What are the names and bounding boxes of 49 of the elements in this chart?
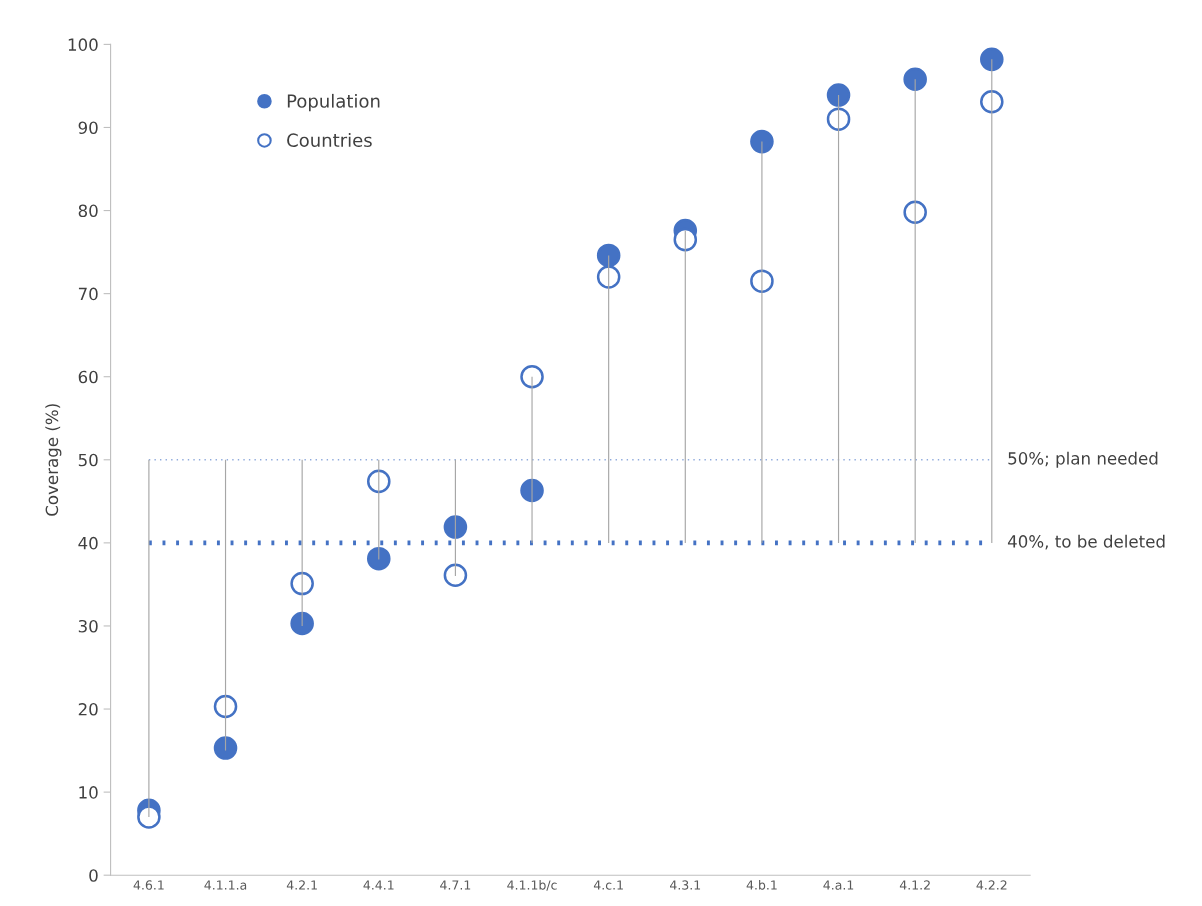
x-tick-label: 4.6.1 — [133, 880, 164, 890]
point — [596, 243, 621, 268]
point — [290, 611, 314, 636]
x-tick-label: 4.4.1 — [363, 880, 394, 890]
point — [826, 107, 851, 131]
point — [137, 805, 161, 829]
point — [980, 47, 1004, 72]
legend-label: Countries — [287, 133, 372, 147]
point — [903, 67, 927, 92]
point — [443, 515, 468, 539]
y-tick-label: 50 — [78, 453, 98, 467]
point — [750, 129, 774, 154]
y-tick-label: 0 — [89, 869, 98, 882]
y-tick-label: 90 — [78, 121, 98, 135]
point — [980, 89, 1004, 114]
x-tick-label: 4.2.2 — [976, 880, 1007, 890]
y-tick-label: 30 — [78, 619, 98, 633]
x-tick-label: 4.1.2 — [899, 880, 930, 890]
x-tick-label: 4.3.1 — [670, 880, 701, 890]
point — [443, 563, 468, 588]
legend-label: Population — [287, 93, 380, 112]
point — [213, 736, 238, 760]
y-tick-label: 100 — [68, 38, 98, 51]
x-tick-label: 4.c.1 — [593, 880, 623, 890]
y-tick-label: 20 — [78, 703, 98, 716]
point — [750, 269, 774, 293]
x-tick-label: 4.1.1b/c — [507, 880, 557, 891]
x-tick-label: 4.b.1 — [746, 880, 777, 890]
point — [520, 364, 544, 389]
point — [903, 200, 927, 224]
y-axis-title: Coverage (%) — [45, 404, 62, 516]
y-tick-label: 60 — [78, 370, 98, 384]
point — [367, 546, 391, 571]
y-tick-label: 80 — [78, 204, 98, 218]
point — [596, 265, 621, 289]
point — [826, 83, 851, 107]
y-tick-label: 40 — [78, 536, 98, 550]
x-tick-label: 4.7.1 — [440, 880, 471, 890]
x-tick-label: 4.a.1 — [823, 880, 854, 890]
point — [213, 694, 238, 719]
x-tick-label: 4.2.1 — [286, 880, 317, 890]
point — [290, 571, 314, 596]
y-tick-label: 70 — [78, 287, 98, 301]
ref-line-label: 40%, to be deleted — [1007, 534, 1165, 550]
ref-line-label: 50%; plan needed — [1008, 451, 1158, 468]
y-tick-label: 10 — [79, 786, 98, 799]
point — [673, 227, 698, 252]
x-tick-label: 4.1.1.a — [204, 880, 247, 890]
point — [367, 469, 391, 494]
